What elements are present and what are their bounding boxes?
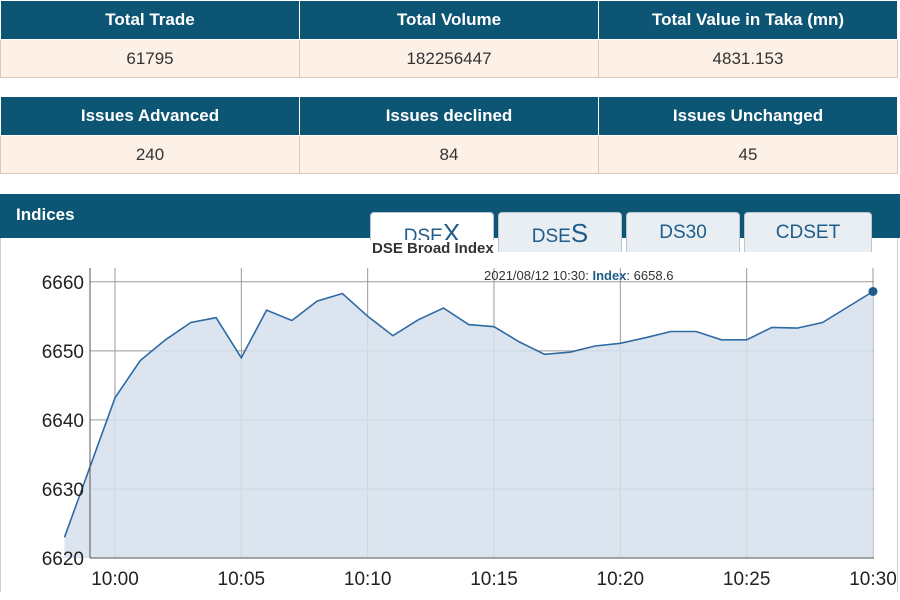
market-summary-table: Total Trade Total Volume Total Value in … — [0, 0, 898, 78]
x-tick-label-3: 10:15 — [470, 569, 518, 590]
y-tick-label-2: 6640 — [42, 411, 84, 432]
header-issues-declined: Issues declined — [299, 96, 599, 136]
tab-ds30-label: DS30 — [659, 222, 707, 243]
value-issues-declined: 84 — [299, 135, 599, 174]
series-area — [64, 291, 873, 558]
header-total-trade: Total Trade — [0, 0, 300, 40]
x-tick-label-1: 10:05 — [218, 569, 266, 590]
value-total-value: 4831.153 — [598, 39, 898, 78]
x-tick-label-4: 10:20 — [597, 569, 645, 590]
tab-cdset-label: CDSET — [775, 222, 841, 243]
tab-dses-prefix: DSE — [531, 226, 571, 247]
series-line — [63, 290, 874, 538]
x-tick-label-5: 10:25 — [723, 569, 771, 590]
chart-tooltip: 2021/08/12 10:30: Index: 6658.6 — [484, 268, 674, 283]
y-tick-label-1: 6630 — [42, 480, 84, 501]
chart-title: DSE Broad Index — [370, 240, 496, 257]
tab-cdset[interactable]: CDSET — [744, 212, 872, 252]
value-issues-unchanged: 45 — [598, 135, 898, 174]
x-tick-label-6: 10:30 — [849, 569, 897, 590]
value-total-volume: 182256447 — [299, 39, 599, 78]
indices-title: Indices — [16, 205, 75, 224]
y-tick-label-3: 6650 — [42, 342, 84, 363]
tab-dses[interactable]: DSES — [498, 212, 622, 252]
value-issues-advanced: 240 — [0, 135, 300, 174]
y-tick-label-0: 6620 — [42, 549, 84, 570]
header-issues-advanced: Issues Advanced — [0, 96, 300, 136]
issues-summary-table: Issues Advanced Issues declined Issues U… — [0, 96, 898, 174]
tooltip-time: 2021/08/12 10:30: — [484, 268, 589, 283]
header-issues-unchanged: Issues Unchanged — [598, 96, 898, 136]
value-total-trade: 61795 — [0, 39, 300, 78]
tooltip-value: 6658.6 — [633, 268, 674, 283]
last-point-marker — [868, 286, 878, 296]
x-tick-label-2: 10:10 — [344, 569, 392, 590]
chart-container — [0, 238, 898, 592]
tab-ds30[interactable]: DS30 — [626, 212, 740, 252]
x-tick-label-0: 10:00 — [91, 569, 139, 590]
tooltip-key: Index — [592, 268, 627, 283]
tab-dses-suffix: S — [570, 218, 589, 248]
y-tick-label-4: 6660 — [42, 273, 84, 294]
